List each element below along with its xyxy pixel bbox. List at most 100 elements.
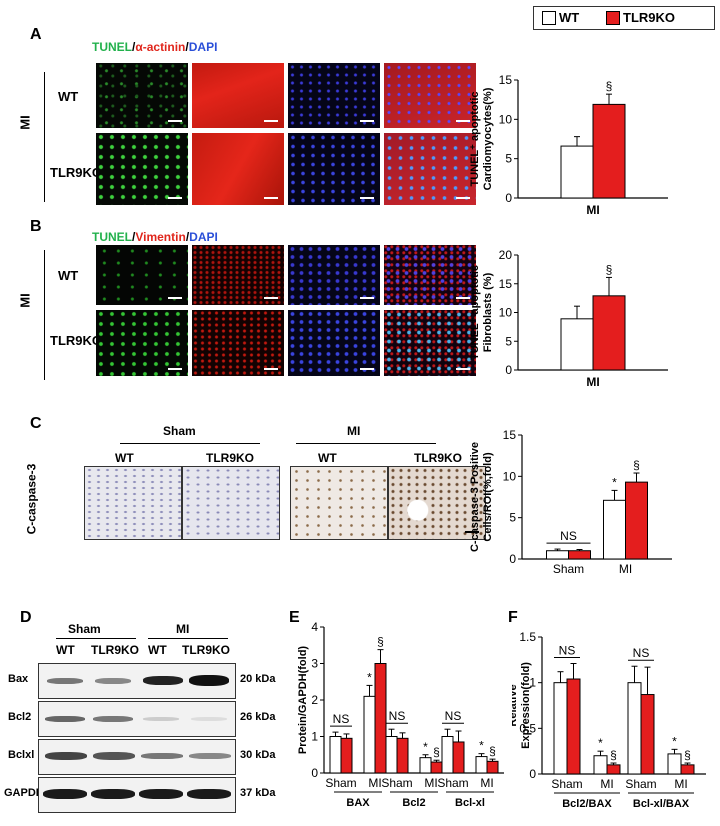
- y-tick-label: 20: [499, 248, 513, 262]
- y-tick-label: 3: [311, 657, 318, 671]
- panel-b-row-ko: TLR9KO: [50, 333, 102, 348]
- bar-tlr9ko-1: [625, 481, 648, 560]
- micrograph-b-wt-vimentin: [192, 245, 284, 305]
- blot-kda-gapdh: 37 kDa: [240, 787, 276, 799]
- significance-section: §: [377, 635, 384, 649]
- micrograph-b-wt-dapi: [288, 245, 380, 305]
- bar-tlr9ko-3: [430, 761, 443, 774]
- bar-tlr9ko-0: [592, 295, 626, 371]
- blot-bclxl: [38, 739, 236, 775]
- blot-label-bclxl: Bclxl: [8, 749, 35, 761]
- bar-tlr9ko-1: [606, 764, 621, 775]
- bar-tlr9ko-4: [452, 741, 465, 774]
- blot-kda-bclxl: 30 kDa: [240, 749, 276, 761]
- y-axis-label: Expression(fold): [520, 662, 532, 749]
- y-tick-label: 15: [499, 277, 513, 291]
- bar-tlr9ko-2: [640, 694, 655, 775]
- micrograph-b-ko-vimentin: [192, 310, 284, 376]
- legend-ko-swatch: [606, 11, 620, 25]
- micrograph-a-wt-actinin: [192, 63, 284, 128]
- x-tick-label: Sham: [437, 776, 468, 790]
- y-axis-label: Cardiomyocytes(%): [482, 87, 494, 190]
- panel-b-row-wt: WT: [58, 268, 79, 283]
- y-tick-label: 15: [499, 73, 513, 87]
- y-axis-label: TUNEL⁺ apoptotic: [470, 265, 481, 360]
- x-axis-label: MI: [586, 375, 599, 389]
- y-tick-label: 1.5: [519, 630, 536, 644]
- significance-section: §: [610, 748, 617, 762]
- group-label: Bcl2/BAX: [562, 798, 612, 810]
- ns-label: NS: [560, 529, 577, 543]
- y-tick-label: 0.5: [519, 721, 536, 735]
- significance-section: §: [606, 262, 613, 276]
- micrograph-b-wt-tunel: [96, 245, 188, 305]
- stain-tunel: TUNEL: [92, 40, 132, 54]
- bar-wt-2: [627, 682, 642, 775]
- significance-section: §: [684, 748, 691, 762]
- bar-tlr9ko-5: [486, 760, 499, 774]
- bar-tlr9ko-3: [680, 764, 695, 775]
- chart-c: 0 5 10 15 C-caspase-3 Positive Cells/ROI(%,fo…: [470, 428, 672, 575]
- y-tick-label: 5: [505, 152, 512, 166]
- y-tick-label: 5: [509, 511, 516, 525]
- panel-d-col-4: TLR9KO: [182, 643, 230, 657]
- micrograph-b-ko-dapi: [288, 310, 380, 376]
- significance-section: §: [489, 744, 496, 758]
- y-tick-label: 0: [505, 191, 512, 205]
- chart-f: 0 0.5 1 1.5 Relative Expression(fold) NS Sham * §…: [512, 630, 706, 810]
- ns-label: NS: [559, 643, 576, 657]
- stain-vimentin: Vimentin: [135, 230, 186, 244]
- ihc-sham-wt: [84, 466, 182, 540]
- y-axis-label: Protein/GAPDH(fold): [297, 646, 309, 754]
- y-axis-label: TUNEL⁺ apoptotic: [470, 91, 481, 186]
- bar-wt-1: [593, 755, 608, 775]
- x-tick-label: Sham: [325, 776, 356, 790]
- ns-label: NS: [389, 709, 406, 723]
- panel-f-letter: F: [508, 609, 518, 626]
- panel-b-letter: B: [30, 218, 42, 235]
- legend-wt-swatch: [542, 11, 556, 25]
- bar-tlr9ko-2: [396, 737, 409, 774]
- y-axis-label: Fibroblasts (%): [482, 272, 494, 352]
- significance-star: *: [479, 739, 484, 753]
- bar-wt-2: [385, 736, 398, 774]
- ihc-mi-wt: [290, 466, 388, 540]
- legend-wt-label: WT: [559, 10, 580, 25]
- stain-actinin: α-actinin: [135, 40, 186, 54]
- y-tick-label: 4: [311, 620, 318, 634]
- x-tick-label: MI: [674, 777, 687, 791]
- bar-wt-3: [419, 757, 432, 774]
- blot-bcl2: [38, 701, 236, 737]
- micrograph-a-wt-tunel: [96, 63, 188, 128]
- bar-tlr9ko-0: [566, 678, 581, 775]
- x-tick-label: Sham: [551, 777, 582, 791]
- blot-gapdh: [38, 777, 236, 813]
- panel-a-row-ko: TLR9KO: [50, 165, 102, 180]
- y-axis-label: Relative: [512, 684, 519, 726]
- x-tick-label: Sham: [625, 777, 656, 791]
- y-axis-label: Cells/ROI(%,fold): [482, 452, 494, 542]
- bar-wt-0: [553, 682, 568, 775]
- significance-star: *: [367, 670, 372, 684]
- micrograph-b-ko-merge: [384, 310, 476, 376]
- micrograph-a-ko-tunel: [96, 133, 188, 205]
- y-tick-label: 1: [529, 676, 536, 690]
- bar-wt-0: [560, 145, 594, 199]
- blot-kda-bax: 20 kDa: [240, 673, 276, 685]
- panel-d-col-1: WT: [56, 643, 75, 657]
- x-tick-label: MI: [619, 562, 632, 575]
- y-tick-label: 1: [311, 730, 318, 744]
- blot-kda-bcl2: 26 kDa: [240, 711, 276, 723]
- significance-section: §: [633, 458, 640, 472]
- panel-d-mi-line: [148, 638, 228, 639]
- group-label: Bcl-xl/BAX: [633, 798, 690, 810]
- panel-c-group-mi: MI: [347, 424, 361, 438]
- panel-c-row-label: C-caspase-3: [24, 463, 39, 535]
- y-tick-label: 2: [311, 693, 318, 707]
- ihc-sham-ko: [182, 466, 280, 540]
- panel-d-letter: D: [20, 609, 32, 626]
- bar-wt-1: [363, 695, 376, 774]
- panel-c-col-2: TLR9KO: [206, 451, 254, 465]
- legend-ko-label: TLR9KO: [623, 10, 675, 25]
- stain-dapi-b: DAPI: [189, 230, 218, 244]
